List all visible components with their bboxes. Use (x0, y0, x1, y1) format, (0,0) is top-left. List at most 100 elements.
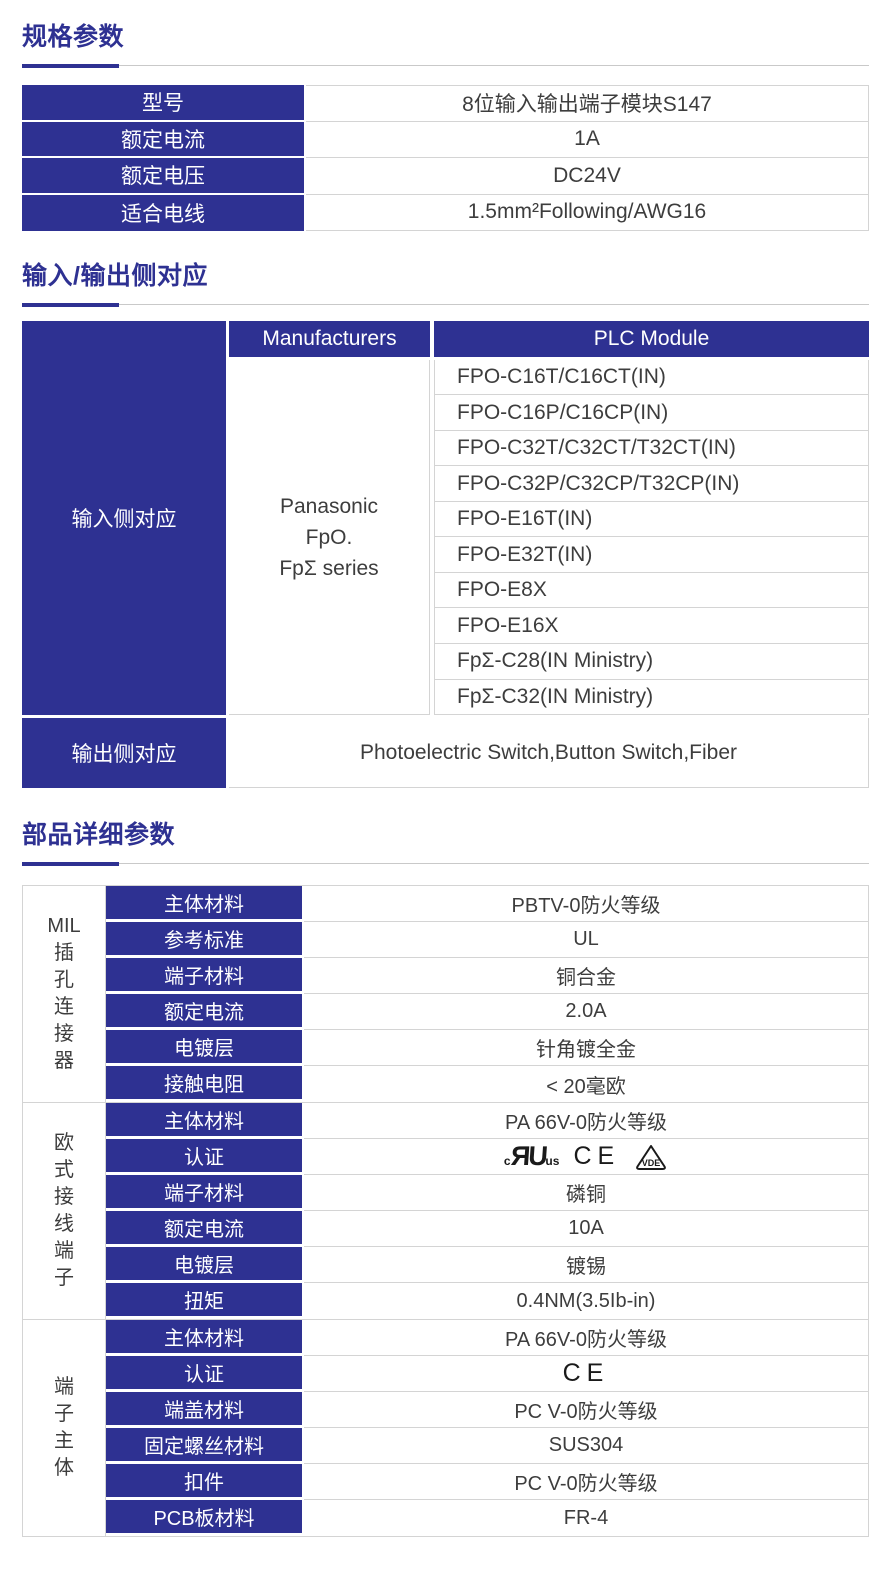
parts-value-column: PA 66V-0防火等级 c ЯU us CE VDE 磷铜 10A 镀锡 0.4NM(3.5Ib… (304, 1103, 869, 1319)
parts-row-value: 10A (304, 1211, 869, 1247)
parts-row-value: c ЯU us CE VDE (304, 1139, 869, 1175)
parts-row-label: 额定电流 (106, 1211, 302, 1247)
parts-row-label: 认证 (106, 1356, 302, 1392)
parts-row-label: 参考标准 (106, 922, 302, 958)
column-gap (304, 158, 306, 195)
parts-row-label: 主体材料 (106, 886, 302, 922)
io-input-block: 输入侧对应 Manufacturers Panasonic FpO. FpΣ ser… (22, 321, 869, 716)
parts-row-value: 铜合金 (304, 958, 869, 994)
parts-group-label-line: 器 (54, 1050, 74, 1072)
underline-gray-line (22, 863, 869, 864)
parts-row-label: 电镀层 (106, 1247, 302, 1283)
spec-row: 额定电流 1A (22, 121, 869, 158)
parts-row-label: 接触电阻 (106, 1066, 302, 1102)
column-gap (302, 886, 304, 1102)
ce-mark-icon: CE (562, 1359, 610, 1387)
column-gap (304, 194, 306, 231)
plc-module-cell: FpΣ-C32(IN Ministry) (435, 679, 868, 716)
parts-label-column: 主体材料 参考标准 端子材料 额定电流 电镀层 接触电阻 (106, 886, 302, 1102)
parts-row-value: PC V-0防火等级 (304, 1464, 869, 1500)
manufacturers-header: Manufacturers (229, 321, 430, 357)
io-output-block: 输出侧对应 Photoelectric Switch,Button Switch… (22, 718, 869, 788)
section-title-underline (22, 862, 869, 866)
parts-group-label-line: 端 (54, 1376, 74, 1398)
section-title-io: 输入/输出侧对应 (22, 262, 208, 290)
plc-module-list: FPO-C16T/C16CT(IN) FPO-C16P/C16CP(IN) FPO-… (434, 359, 869, 716)
parts-row-value: FR-4 (304, 1500, 869, 1536)
plc-module-cell: FPO-C16P/C16CP(IN) (435, 395, 868, 431)
parts-row-value: 0.4NM(3.5Ib-in) (304, 1283, 869, 1319)
parts-group-label-line: MIL (47, 915, 81, 937)
certification-marks: CE (563, 1361, 610, 1386)
parts-row-value: UL (304, 922, 869, 958)
io-output-side-label: 输出侧对应 (22, 718, 226, 788)
parts-table: MIL 插孔连接器主体材料 参考标准 端子材料 额定电流 电镀层 接触电阻 PBTV-0防火等… (22, 885, 869, 1537)
io-output-value: Photoelectric Switch,Button Switch,Fiber (229, 718, 869, 788)
parts-row-label: 额定电流 (106, 994, 302, 1030)
plc-module-cell: FPO-E16X (435, 608, 868, 644)
parts-group-label-line: 插 (54, 942, 74, 964)
underline-gray-line (22, 65, 869, 66)
parts-group-label-line: 子 (54, 1403, 74, 1425)
parts-row-value: < 20毫欧 (304, 1066, 869, 1102)
parts-group-label-line: 体 (54, 1457, 74, 1479)
parts-row-label: 主体材料 (106, 1320, 302, 1356)
column-gap (302, 1320, 304, 1536)
parts-label-column: 主体材料 认证 端盖材料 固定螺丝材料 扣件 PCB板材料 (106, 1320, 302, 1536)
parts-group-label: MIL 插孔连接器 (22, 886, 106, 1102)
parts-group: 端子主体 主体材料 认证 端盖材料 固定螺丝材料 扣件 PCB板材料 PA 66V-0防火等级… (22, 1319, 869, 1536)
parts-row-label: 扭矩 (106, 1283, 302, 1319)
parts-row-label: PCB板材料 (106, 1500, 302, 1536)
column-gap (304, 85, 306, 122)
parts-row-value: 镀锡 (304, 1247, 869, 1283)
spec-table: 型号 8位输入输出端子模块S147 额定电流 1A 额定电压 DC24V 适合电线 1.5mm… (22, 85, 869, 231)
plc-module-cell: FPO-C16T/C16CT(IN) (435, 359, 868, 396)
parts-row-value: 2.0A (304, 994, 869, 1030)
underline-gray-line (22, 304, 869, 305)
parts-group-label-line: 式 (54, 1159, 74, 1181)
section-title-parts: 部品详细参数 (22, 821, 176, 849)
underline-accent-bar (22, 303, 119, 307)
spec-row-value: 8位输入输出端子模块S147 (306, 85, 869, 122)
spec-row-label: 额定电压 (22, 158, 304, 195)
parts-row-label: 端子材料 (106, 958, 302, 994)
parts-group-label-line: 连 (54, 996, 74, 1018)
parts-row-value: SUS304 (304, 1428, 869, 1464)
parts-row-label: 认证 (106, 1139, 302, 1175)
parts-row-value: PC V-0防火等级 (304, 1392, 869, 1428)
plc-module-cell: FPO-E8X (435, 572, 868, 609)
parts-row-label: 扣件 (106, 1464, 302, 1500)
spec-row-value: DC24V (306, 158, 869, 195)
io-manufacturers-column: Manufacturers Panasonic FpO. FpΣ series (229, 321, 430, 715)
parts-row-value: PBTV-0防火等级 (304, 886, 869, 922)
page-content: 规格参数 型号 8位输入输出端子模块S147 额定电流 1A 额定电压 DC24V 适合电线… (22, 23, 869, 1537)
parts-group-label-line: 欧 (54, 1132, 74, 1154)
parts-group-label-line: 孔 (54, 969, 74, 991)
parts-row-label: 端盖材料 (106, 1392, 302, 1428)
spec-row: 额定电压 DC24V (22, 158, 869, 195)
plc-module-cell: FpΣ-C28(IN Ministry) (435, 643, 868, 680)
io-table: 输入侧对应 Manufacturers Panasonic FpO. FpΣ ser… (22, 321, 869, 788)
parts-row-value: CE (304, 1356, 869, 1392)
spec-row-label: 适合电线 (22, 194, 304, 231)
parts-value-column: PBTV-0防火等级 UL 铜合金 2.0A 针角镀全金 < 20毫欧 (304, 886, 869, 1102)
column-gap (302, 1103, 304, 1319)
parts-group-label-line: 主 (54, 1430, 74, 1452)
parts-row-value: PA 66V-0防火等级 (304, 1103, 869, 1139)
section-title-underline (22, 64, 869, 68)
parts-group-label: 欧式接线端子 (22, 1103, 106, 1319)
manufacturer-line: FpΣ series (279, 556, 379, 580)
parts-row-value: 针角镀全金 (304, 1030, 869, 1066)
spec-row: 型号 8位输入输出端子模块S147 (22, 85, 869, 122)
manufacturer-line: Panasonic (279, 494, 379, 518)
parts-row-value: 磷铜 (304, 1175, 869, 1211)
parts-row-value: PA 66V-0防火等级 (304, 1320, 869, 1356)
parts-row-label: 端子材料 (106, 1175, 302, 1211)
certification-marks: c ЯU us CE VDE (504, 1141, 668, 1171)
spec-row: 适合电线 1.5mm²Following/AWG16 (22, 194, 869, 231)
plc-module-cell: FPO-C32T/C32CT/T32CT(IN) (435, 430, 868, 467)
parts-group-label-line: 接 (54, 1023, 74, 1045)
parts-group-label-line: 子 (54, 1267, 74, 1289)
spec-row-label: 型号 (22, 85, 304, 122)
parts-label-column: 主体材料 认证 端子材料 额定电流 电镀层 扭矩 (106, 1103, 302, 1319)
